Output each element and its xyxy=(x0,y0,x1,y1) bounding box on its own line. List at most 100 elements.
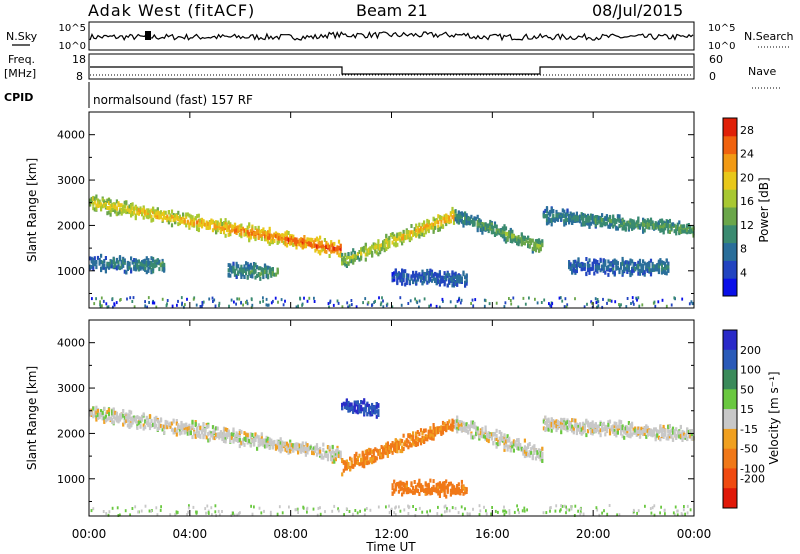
echo-cell xyxy=(355,457,358,462)
echo-cell xyxy=(130,269,133,274)
echo-cell xyxy=(126,415,129,420)
echo-cell xyxy=(509,227,512,232)
echo-cell xyxy=(616,214,619,219)
cpid-label: CPID xyxy=(4,91,33,104)
echo-cell xyxy=(410,224,413,228)
echo-cell xyxy=(687,229,690,234)
echo-cell xyxy=(170,421,174,426)
echo-cell xyxy=(451,215,454,220)
echo-cell xyxy=(509,441,512,446)
echo-cell xyxy=(456,426,459,431)
echo-cell xyxy=(640,430,643,435)
echo-cell xyxy=(597,262,601,267)
echo-cell xyxy=(572,263,575,268)
echo-cell xyxy=(428,304,431,308)
echo-cell xyxy=(95,203,98,208)
echo-cell xyxy=(352,254,355,259)
echo-cell xyxy=(128,409,131,414)
echo-cell xyxy=(115,266,118,271)
echo-cell xyxy=(451,418,454,423)
echo-cell xyxy=(270,273,273,278)
echo-cell xyxy=(624,260,627,265)
beam-title: Beam 21 xyxy=(356,1,428,20)
echo-cell xyxy=(441,425,445,430)
echo-cell xyxy=(136,415,139,420)
echo-cell xyxy=(93,207,96,212)
echo-cell xyxy=(319,242,322,246)
echo-cell xyxy=(180,426,183,431)
echo-cell xyxy=(362,301,364,305)
echo-cell xyxy=(144,300,146,304)
echo-cell xyxy=(92,262,95,267)
echo-cell xyxy=(134,213,137,218)
echo-cell xyxy=(106,206,109,210)
echo-cell xyxy=(306,447,309,451)
echo-cell xyxy=(531,238,534,243)
echo-cell xyxy=(397,232,400,237)
echo-cell xyxy=(673,223,676,228)
echo-cell xyxy=(668,432,671,437)
echo-cell xyxy=(227,432,230,437)
echo-cell xyxy=(664,267,667,272)
echo-cell xyxy=(389,448,393,453)
echo-cell xyxy=(504,439,508,444)
echo-cell xyxy=(460,276,463,281)
echo-cell xyxy=(382,452,385,457)
echo-cell xyxy=(148,426,152,431)
echo-cell xyxy=(152,269,155,274)
echo-cell xyxy=(364,242,367,247)
echo-cell xyxy=(358,257,361,262)
echo-cell xyxy=(640,426,643,431)
echo-cell xyxy=(402,230,405,234)
echo-cell xyxy=(555,209,558,214)
echo-cell xyxy=(161,258,164,263)
echo-cell xyxy=(543,298,546,302)
echo-cell xyxy=(233,434,237,439)
echo-cell xyxy=(575,424,578,429)
echo-cell xyxy=(456,422,459,427)
echo-cell xyxy=(534,239,538,244)
echo-cell xyxy=(572,219,575,223)
echo-cell xyxy=(643,261,646,266)
echo-cell xyxy=(93,409,96,414)
echo-cell xyxy=(418,274,421,279)
echo-cell xyxy=(281,238,284,243)
echo-cell xyxy=(240,223,243,228)
echo-cell xyxy=(259,300,261,304)
echo-cell xyxy=(426,271,429,276)
echo-cell xyxy=(624,266,627,271)
echo-cell xyxy=(114,416,117,421)
echo-cell xyxy=(131,416,134,421)
echo-cell xyxy=(533,444,536,449)
echo-cell xyxy=(577,257,580,262)
echo-cell xyxy=(530,447,533,452)
echo-cell xyxy=(319,446,322,451)
echo-cell xyxy=(111,203,114,207)
echo-cell xyxy=(150,218,153,223)
echo-cell xyxy=(237,270,240,275)
echo-cell xyxy=(430,222,434,227)
echo-cell xyxy=(631,421,634,426)
echo-cell xyxy=(334,451,337,456)
noise-tick-right-bottom: 10^0 xyxy=(708,41,735,52)
echo-cell xyxy=(103,419,106,424)
echo-cell xyxy=(120,263,123,268)
echo-cell xyxy=(281,447,284,452)
echo-cell xyxy=(423,429,426,434)
echo-cell xyxy=(651,220,654,225)
echo-cell xyxy=(462,421,465,426)
echo-cell xyxy=(279,235,282,240)
echo-cell xyxy=(330,249,333,254)
echo-cell xyxy=(675,229,678,234)
echo-cell xyxy=(452,220,456,225)
echo-cell xyxy=(618,214,621,219)
echo-cell xyxy=(563,421,566,426)
echo-cell xyxy=(134,267,137,272)
echo-cell xyxy=(509,239,512,243)
echo-cell xyxy=(363,464,366,469)
echo-cell xyxy=(566,425,569,430)
echo-cell xyxy=(679,424,682,429)
echo-cell xyxy=(331,457,334,462)
echo-cell xyxy=(397,440,400,445)
echo-cell xyxy=(227,232,230,237)
